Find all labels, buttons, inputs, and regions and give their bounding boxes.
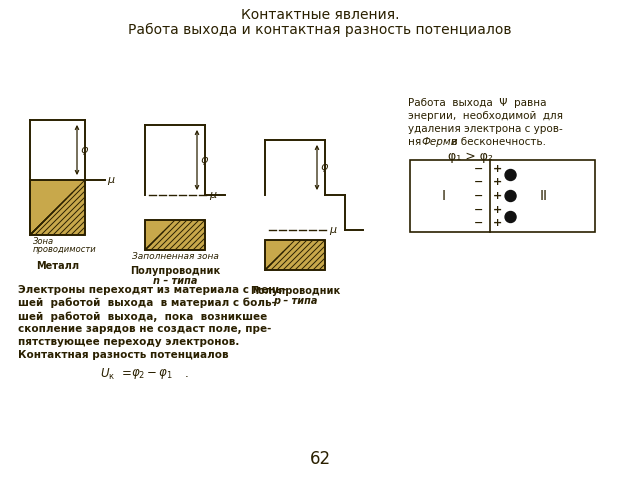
Bar bbox=[30, 180, 85, 235]
Text: Зона: Зона bbox=[33, 237, 54, 246]
Bar bbox=[265, 240, 325, 270]
Circle shape bbox=[505, 191, 516, 202]
Text: проводимости: проводимости bbox=[33, 245, 97, 254]
Text: скопление зарядов не создаст поле, пре-: скопление зарядов не создаст поле, пре- bbox=[18, 324, 271, 334]
Text: шей  работой  выхода  в материал с боль-: шей работой выхода в материал с боль- bbox=[18, 298, 276, 309]
Text: .: . bbox=[185, 367, 189, 380]
Text: +: + bbox=[493, 205, 502, 215]
Text: −: − bbox=[474, 218, 483, 228]
Bar bbox=[30, 180, 85, 235]
Text: −: − bbox=[474, 164, 483, 174]
Text: II: II bbox=[540, 189, 547, 203]
Text: $\varphi_2 - \varphi_1$: $\varphi_2 - \varphi_1$ bbox=[131, 367, 173, 381]
Text: +: + bbox=[493, 164, 502, 174]
Text: μ: μ bbox=[329, 225, 336, 235]
Circle shape bbox=[505, 212, 516, 223]
Circle shape bbox=[505, 169, 516, 180]
Text: −: − bbox=[474, 177, 483, 187]
Text: n – типа: n – типа bbox=[153, 276, 197, 286]
Bar bbox=[410, 160, 595, 232]
Text: ня: ня bbox=[408, 137, 424, 147]
Text: в бесконечность.: в бесконечность. bbox=[448, 137, 546, 147]
Text: энергии,  необходимой  для: энергии, необходимой для bbox=[408, 111, 563, 121]
Bar bbox=[145, 220, 205, 250]
Text: Металл: Металл bbox=[36, 261, 79, 271]
Text: p – типа: p – типа bbox=[273, 296, 317, 306]
Text: Заполненная зона: Заполненная зона bbox=[132, 252, 218, 261]
Text: −: − bbox=[474, 191, 483, 201]
Bar bbox=[145, 220, 205, 250]
Text: Контактная разность потенциалов: Контактная разность потенциалов bbox=[18, 350, 228, 360]
Text: φ: φ bbox=[200, 155, 207, 165]
Text: $U_\text{к}$: $U_\text{к}$ bbox=[100, 367, 115, 382]
Text: Полупроводник: Полупроводник bbox=[250, 286, 340, 296]
Text: −: − bbox=[474, 205, 483, 215]
Text: Электроны переходят из материала с мень-: Электроны переходят из материала с мень- bbox=[18, 285, 286, 295]
Text: I: I bbox=[442, 189, 445, 203]
Text: Полупроводник: Полупроводник bbox=[130, 266, 220, 276]
Text: φ: φ bbox=[320, 163, 328, 172]
Text: μ: μ bbox=[107, 175, 114, 185]
Text: пятствующее переходу электронов.: пятствующее переходу электронов. bbox=[18, 337, 239, 347]
Text: Работа выхода и контактная разность потенциалов: Работа выхода и контактная разность поте… bbox=[128, 23, 512, 37]
Text: удаления электрона с уров-: удаления электрона с уров- bbox=[408, 124, 563, 134]
Text: μ: μ bbox=[209, 190, 216, 200]
Text: Контактные явления.: Контактные явления. bbox=[241, 8, 399, 22]
Text: шей  работой  выхода,  пока  возникшее: шей работой выхода, пока возникшее bbox=[18, 311, 268, 322]
Text: 62: 62 bbox=[309, 450, 331, 468]
Text: +: + bbox=[493, 218, 502, 228]
Text: =: = bbox=[122, 367, 132, 380]
Text: Работа  выхода  Ψ  равна: Работа выхода Ψ равна bbox=[408, 98, 547, 108]
Text: +: + bbox=[493, 177, 502, 187]
Text: φ₁ > φ₂: φ₁ > φ₂ bbox=[447, 150, 493, 163]
Text: Ферми: Ферми bbox=[421, 137, 458, 147]
Text: +: + bbox=[493, 191, 502, 201]
Bar bbox=[265, 240, 325, 270]
Text: φ: φ bbox=[80, 145, 88, 155]
